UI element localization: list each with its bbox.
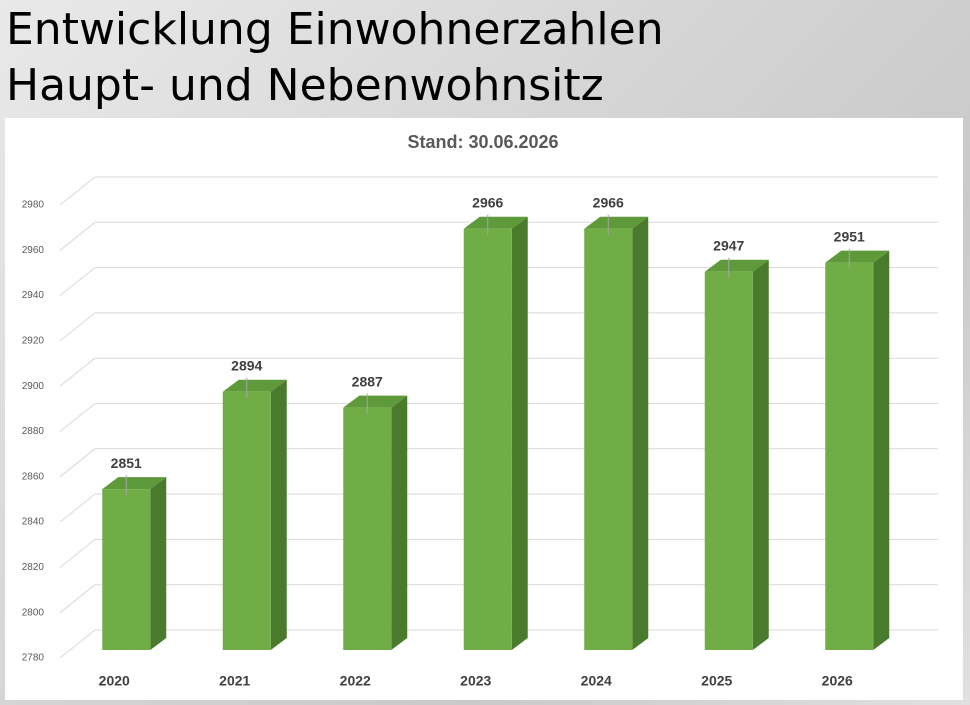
x-tick-label: 2022 [340,673,371,689]
y-tick-label: 2960 [22,245,45,256]
bar-front [463,228,512,650]
y-tick-label: 2820 [22,562,45,573]
bar-front [584,228,633,650]
bar-top [463,216,528,229]
title-line: Haupt- und Nebenwohnsitz [6,60,604,111]
x-tick-label: 2026 [822,673,853,689]
bar [463,216,528,650]
y-tick-label: 2860 [22,471,45,482]
bar-top [704,259,769,272]
grid-line-side [59,267,96,296]
grid-line-side [59,312,96,342]
value-label: 2887 [352,373,383,389]
title-line: Entwicklung Einwohnerzahlen [6,4,664,55]
x-tick-label: 2021 [219,673,250,689]
y-tick-label: 2920 [22,336,45,347]
grid-line-side [59,221,96,251]
grid-line-side [59,584,96,614]
bar-front [222,391,271,650]
value-label: 2966 [472,194,503,210]
bar-front [102,489,151,650]
y-tick-label: 2980 [22,200,45,211]
bar-top [343,395,408,408]
bar-top [102,477,167,490]
bar [825,250,890,650]
bar-top [584,216,649,229]
grid-line-side [59,629,96,659]
x-tick-label: 2025 [701,673,732,689]
bar [343,395,408,650]
y-tick-label: 2880 [22,426,45,437]
y-tick-label: 2800 [22,607,45,618]
bar-side [150,477,167,650]
x-tick-label: 2020 [99,673,130,689]
value-label: 2851 [111,455,142,471]
grid-line-side [59,448,96,478]
chart-title: Stand: 30.06.2026 [407,132,558,152]
bar [222,379,287,650]
grid-line-side [59,539,96,568]
value-label: 2947 [713,237,744,253]
y-tick-label: 2900 [22,381,45,392]
bar-front [825,262,874,650]
y-tick-label: 2940 [22,290,45,301]
y-tick-label: 2840 [22,517,45,528]
bar-front [704,271,753,650]
bar-top [222,379,287,392]
grid-line-side [59,357,96,387]
bar [584,216,649,650]
bar-top [825,250,890,263]
bar [704,259,769,650]
bar-side [632,216,649,650]
value-label: 2966 [593,194,624,210]
x-tick-label: 2023 [460,673,491,689]
value-label: 2951 [834,228,865,244]
bar [102,477,167,650]
bar-side [511,216,528,650]
bar-side [391,395,408,650]
slide-title: Entwicklung Einwohnerzahlen Haupt- und N… [6,2,664,114]
x-tick-label: 2024 [581,673,612,689]
bar-side [752,259,769,650]
bar-side [270,379,287,650]
bar-front [343,407,392,650]
grid-line-side [59,176,96,206]
grid-line-side [59,403,96,432]
bar-side [873,250,890,650]
y-tick-label: 2780 [22,653,45,664]
value-label: 2894 [231,357,262,373]
grid-line-side [59,493,96,523]
